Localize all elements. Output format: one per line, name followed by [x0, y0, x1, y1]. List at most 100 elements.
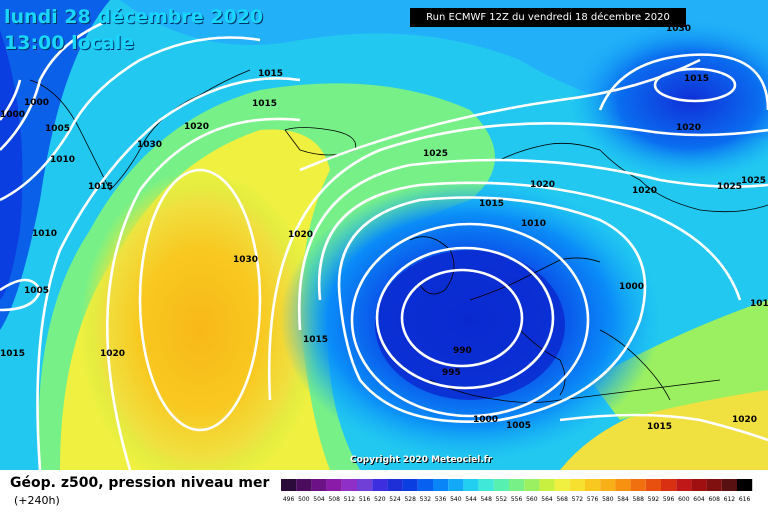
legend-swatch	[524, 479, 540, 491]
legend-swatch	[569, 479, 585, 491]
france-coast	[519, 329, 566, 396]
legend-swatch	[417, 479, 433, 491]
legend-swatch	[554, 479, 570, 491]
isobar-label: 1015	[252, 99, 277, 109]
legend-value: 612	[724, 496, 736, 503]
isobar-1025	[299, 58, 701, 172]
legend-value: 572	[572, 496, 584, 503]
legend-value: 512	[344, 496, 356, 503]
legend-swatch	[600, 479, 616, 491]
isobar-1005-sw	[0, 278, 42, 312]
isobar-1005-west	[0, 18, 111, 151]
legend-swatch	[585, 479, 601, 491]
isobar-label: 1025	[423, 149, 448, 159]
legend-value: 556	[511, 496, 523, 503]
isobar-label: 1030	[233, 255, 258, 265]
legend-value: 544	[465, 496, 477, 503]
weather-map: 1000 1000 1005 1010 1015 1010 1005 1015 …	[0, 0, 768, 470]
isobar-1020-west	[105, 117, 301, 470]
isobar-label: 1020	[288, 230, 313, 240]
isobar-label: 1015	[258, 69, 283, 79]
legend-value: 604	[693, 496, 705, 503]
footer-panel: Géop. z500, pression niveau mer (+240h) …	[0, 470, 768, 512]
isobar-1020	[267, 122, 768, 401]
isobar-label: 1020	[100, 349, 125, 359]
legend-value: 588	[632, 496, 644, 503]
isobar-label: 1000	[619, 282, 644, 292]
legend-value: 600	[678, 496, 690, 503]
north-sea-coast	[469, 257, 601, 301]
run-banner: Run ECMWF 12Z du vendredi 18 décembre 20…	[410, 8, 686, 27]
isobar-1020-ne	[598, 53, 768, 111]
legend-value: 608	[708, 496, 720, 503]
legend-value: 576	[587, 496, 599, 503]
isobar-label: 1015	[303, 335, 328, 345]
legend-swatch	[372, 479, 388, 491]
legend-value: 504	[313, 496, 325, 503]
legend-value: 592	[648, 496, 660, 503]
legend-value: 540	[450, 496, 462, 503]
legend-swatch	[661, 479, 677, 491]
legend-swatch	[509, 479, 525, 491]
isobar-label: 1000	[0, 110, 25, 120]
legend-value: 548	[480, 496, 492, 503]
isobars	[0, 18, 768, 470]
legend-swatch	[478, 479, 494, 491]
isobar-label: 1005	[45, 124, 70, 134]
isobar-label: 1010	[750, 299, 768, 309]
isobar-label: 1020	[632, 186, 657, 196]
legend-swatch	[630, 479, 646, 491]
legend-swatch	[645, 479, 661, 491]
isobar-label: 1015	[479, 199, 504, 209]
legend-swatch	[706, 479, 722, 491]
color-legend: 496 500 504 508 512 516 520 524 528 532 536 540 544 5…	[281, 479, 753, 503]
legend-value: 580	[602, 496, 614, 503]
isobar-label: 990	[453, 346, 472, 356]
mediterranean-coast	[429, 379, 721, 403]
legend-value: 500	[298, 496, 310, 503]
southeast-field	[560, 380, 768, 470]
legend-swatch	[676, 479, 692, 491]
legend-value: 524	[389, 496, 401, 503]
isobar-label: 1015	[88, 182, 113, 192]
copyright-text: Copyright 2020 Meteociel.fr	[350, 455, 493, 465]
isobar-label: 1025	[741, 176, 766, 186]
isobar-label: 1020	[732, 415, 757, 425]
isobar-1030	[138, 168, 262, 432]
isobar-label: 1015	[0, 349, 25, 359]
legend-swatch	[326, 479, 342, 491]
isobar-label: 1030	[666, 24, 691, 34]
legend-value: 520	[374, 496, 386, 503]
isobar-1005	[337, 196, 647, 423]
legend-swatch	[357, 479, 373, 491]
isobar-1000	[350, 222, 590, 418]
isobar-1010-west	[0, 36, 261, 202]
map-canvas: 1000 1000 1005 1010 1015 1010 1005 1015 …	[0, 0, 768, 470]
isobar-label: 1020	[676, 123, 701, 133]
legend-swatch	[691, 479, 707, 491]
legend-value: 516	[359, 496, 371, 503]
isobar-1015-ne	[653, 67, 737, 103]
legend-swatch	[539, 479, 555, 491]
footer-subtitle: (+240h)	[14, 494, 60, 507]
legend-value: 536	[435, 496, 447, 503]
isobar-label: 1030	[137, 140, 162, 150]
legend-swatch	[341, 479, 357, 491]
legend-swatch	[433, 479, 449, 491]
legend-value: 528	[404, 496, 416, 503]
legend-swatch	[721, 479, 737, 491]
legend-swatch	[493, 479, 509, 491]
isobar-label: 1015	[647, 422, 672, 432]
legend-value: 568	[556, 496, 568, 503]
isobar-label: 1010	[50, 155, 75, 165]
legend-value: 496	[283, 496, 295, 503]
legend-swatch	[311, 479, 327, 491]
isobar-995	[375, 246, 555, 390]
legend-swatch	[448, 479, 464, 491]
isobar-990	[400, 268, 524, 368]
isobar-1015-west	[36, 77, 301, 470]
isobar-1010	[317, 181, 742, 301]
legend-value: 564	[541, 496, 553, 503]
isobar-label: 1010	[521, 219, 546, 229]
isobar-label: 1010	[32, 229, 57, 239]
